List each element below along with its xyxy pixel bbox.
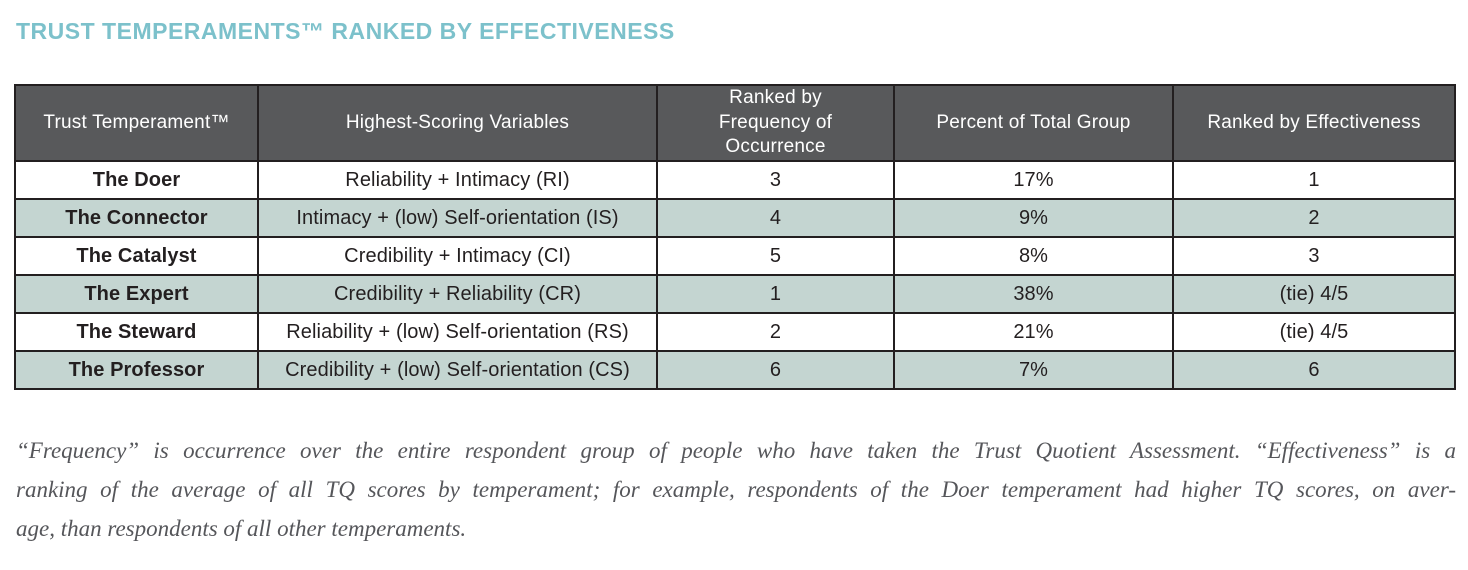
table-row-doer: The Doer Reliability + Intimacy (RI) 3 1… [14,160,1456,201]
cell-variables: Credibility + Reliability (CR) [257,274,658,315]
footnote-line-2: ranking of the average of all TQ scores … [16,477,1456,503]
col-header-ranked-by-frequency: Ranked by Frequency of Occurrence [656,83,895,163]
cell-percent: 8% [893,236,1174,277]
cell-effectiveness-rank: (tie) 4/5 [1172,312,1456,353]
table-row-professor: The Professor Credibility + (low) Self-o… [14,350,1456,391]
cell-temperament: The Catalyst [14,236,259,277]
col-header-percent-of-total-group: Percent of Total Group [893,83,1174,163]
cell-percent: 38% [893,274,1174,315]
page: TRUST TEMPERAMENTS™ RANKED BY EFFECTIVEN… [14,18,1456,548]
cell-variables: Reliability + (low) Self-orientation (RS… [257,312,658,353]
cell-frequency-rank: 6 [656,350,895,391]
cell-effectiveness-rank: 1 [1172,160,1456,201]
cell-frequency-rank: 5 [656,236,895,277]
footnote: “Frequency” is occurrence over the entir… [16,431,1456,548]
cell-variables: Reliability + Intimacy (RI) [257,160,658,201]
cell-temperament: The Professor [14,350,259,391]
table-row-expert: The Expert Credibility + Reliability (CR… [14,274,1456,315]
cell-effectiveness-rank: 3 [1172,236,1456,277]
cell-temperament: The Steward [14,312,259,353]
cell-frequency-rank: 1 [656,274,895,315]
cell-variables: Credibility + (low) Self-orientation (CS… [257,350,658,391]
cell-effectiveness-rank: (tie) 4/5 [1172,274,1456,315]
table-row-catalyst: The Catalyst Credibility + Intimacy (CI)… [14,236,1456,277]
cell-frequency-rank: 2 [656,312,895,353]
cell-temperament: The Connector [14,198,259,239]
col-header-highest-scoring-variables: Highest-Scoring Variables [257,83,658,163]
table-header-row: Trust Temperament™ Highest-Scoring Varia… [14,83,1456,163]
cell-frequency-rank: 4 [656,198,895,239]
cell-percent: 17% [893,160,1174,201]
cell-temperament: The Expert [14,274,259,315]
footnote-line-3: age, than respondents of all other tempe… [16,516,467,542]
cell-frequency-rank: 3 [656,160,895,201]
cell-effectiveness-rank: 2 [1172,198,1456,239]
cell-effectiveness-rank: 6 [1172,350,1456,391]
footnote-line-1: “Frequency” is occurrence over the entir… [16,438,1456,464]
trust-temperaments-table: Trust Temperament™ Highest-Scoring Varia… [14,83,1456,391]
cell-percent: 21% [893,312,1174,353]
col-header-trust-temperament: Trust Temperament™ [14,83,259,163]
col-header-ranked-by-effectiveness: Ranked by Effectiveness [1172,83,1456,163]
table-row-connector: The Connector Intimacy + (low) Self-orie… [14,198,1456,239]
cell-variables: Credibility + Intimacy (CI) [257,236,658,277]
cell-percent: 9% [893,198,1174,239]
cell-variables: Intimacy + (low) Self-orientation (IS) [257,198,658,239]
cell-temperament: The Doer [14,160,259,201]
cell-percent: 7% [893,350,1174,391]
table-row-steward: The Steward Reliability + (low) Self-ori… [14,312,1456,353]
page-title: TRUST TEMPERAMENTS™ RANKED BY EFFECTIVEN… [16,18,675,44]
